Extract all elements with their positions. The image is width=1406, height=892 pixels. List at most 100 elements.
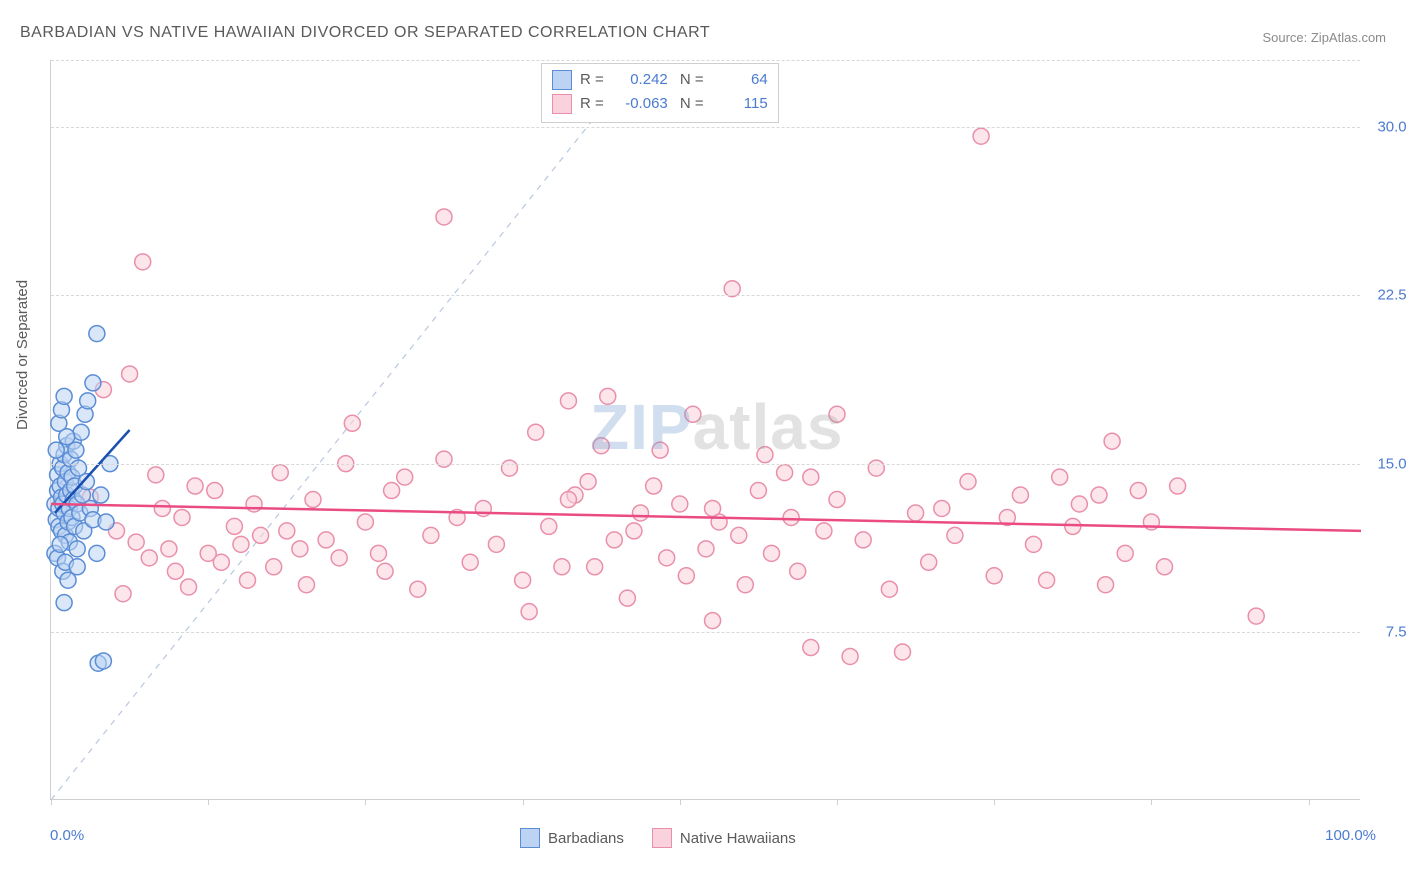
data-point bbox=[541, 518, 557, 534]
legend-label: Barbadians bbox=[548, 830, 624, 847]
data-point bbox=[48, 442, 64, 458]
y-tick-label: 30.0% bbox=[1365, 119, 1406, 136]
data-point bbox=[947, 527, 963, 543]
data-point bbox=[69, 541, 85, 557]
data-point bbox=[652, 442, 668, 458]
data-point bbox=[128, 534, 144, 550]
data-point bbox=[764, 545, 780, 561]
data-point bbox=[377, 563, 393, 579]
data-point bbox=[187, 478, 203, 494]
data-point bbox=[737, 577, 753, 593]
legend-swatch bbox=[552, 94, 572, 114]
data-point bbox=[384, 483, 400, 499]
data-point bbox=[240, 572, 256, 588]
data-point bbox=[685, 406, 701, 422]
data-point bbox=[161, 541, 177, 557]
data-point bbox=[56, 388, 72, 404]
data-point bbox=[731, 527, 747, 543]
data-point bbox=[502, 460, 518, 476]
data-point bbox=[803, 469, 819, 485]
legend-swatch bbox=[552, 70, 572, 90]
data-point bbox=[1098, 577, 1114, 593]
x-tick bbox=[837, 799, 838, 805]
x-axis-min-label: 0.0% bbox=[50, 827, 84, 844]
data-point bbox=[52, 536, 68, 552]
gridline bbox=[51, 632, 1360, 633]
plot-area: R =0.242 N =64R =-0.063 N =115 7.5%15.0%… bbox=[50, 60, 1360, 800]
data-point bbox=[148, 467, 164, 483]
data-point bbox=[1170, 478, 1186, 494]
data-point bbox=[436, 451, 452, 467]
data-point bbox=[600, 388, 616, 404]
data-point bbox=[298, 577, 314, 593]
data-point bbox=[960, 474, 976, 490]
data-point bbox=[881, 581, 897, 597]
data-point bbox=[619, 590, 635, 606]
data-point bbox=[1248, 608, 1264, 624]
data-point bbox=[279, 523, 295, 539]
data-point bbox=[357, 514, 373, 530]
x-tick bbox=[1309, 799, 1310, 805]
legend-swatch bbox=[652, 828, 672, 848]
legend-label: Native Hawaiians bbox=[680, 830, 796, 847]
data-point bbox=[95, 653, 111, 669]
data-point bbox=[777, 465, 793, 481]
legend-item: Native Hawaiians bbox=[652, 828, 796, 848]
gridline bbox=[51, 60, 1360, 61]
data-point bbox=[371, 545, 387, 561]
data-point bbox=[344, 415, 360, 431]
data-point bbox=[98, 514, 114, 530]
data-point bbox=[397, 469, 413, 485]
data-point bbox=[93, 487, 109, 503]
data-point bbox=[750, 483, 766, 499]
data-point bbox=[868, 460, 884, 476]
data-point bbox=[423, 527, 439, 543]
data-point bbox=[462, 554, 478, 570]
data-point bbox=[895, 644, 911, 660]
data-point bbox=[85, 375, 101, 391]
source-label: Source: ZipAtlas.com bbox=[1262, 30, 1386, 45]
x-tick bbox=[51, 799, 52, 805]
data-point bbox=[554, 559, 570, 575]
data-point bbox=[678, 568, 694, 584]
legend-item: Barbadians bbox=[520, 828, 624, 848]
data-point bbox=[213, 554, 229, 570]
data-point bbox=[560, 492, 576, 508]
data-point bbox=[174, 509, 190, 525]
stat-r-label: R = bbox=[580, 92, 604, 116]
data-point bbox=[790, 563, 806, 579]
data-point bbox=[593, 438, 609, 454]
gridline bbox=[51, 295, 1360, 296]
data-point bbox=[1104, 433, 1120, 449]
data-point bbox=[1052, 469, 1068, 485]
data-point bbox=[181, 579, 197, 595]
gridline bbox=[51, 127, 1360, 128]
data-point bbox=[89, 326, 105, 342]
data-point bbox=[80, 393, 96, 409]
data-point bbox=[246, 496, 262, 512]
data-point bbox=[78, 474, 94, 490]
data-point bbox=[724, 281, 740, 297]
data-point bbox=[1065, 518, 1081, 534]
data-point bbox=[56, 595, 72, 611]
legend-swatch bbox=[520, 828, 540, 848]
scatter-svg bbox=[51, 60, 1360, 799]
stats-box: R =0.242 N =64R =-0.063 N =115 bbox=[541, 63, 779, 123]
stat-n-label: N = bbox=[676, 68, 704, 92]
y-tick-label: 7.5% bbox=[1365, 623, 1406, 640]
data-point bbox=[154, 500, 170, 516]
data-point bbox=[816, 523, 832, 539]
data-point bbox=[89, 545, 105, 561]
y-tick-label: 22.5% bbox=[1365, 287, 1406, 304]
data-point bbox=[272, 465, 288, 481]
data-point bbox=[305, 492, 321, 508]
stat-r-label: R = bbox=[580, 68, 604, 92]
stat-n-value: 64 bbox=[712, 68, 768, 92]
data-point bbox=[292, 541, 308, 557]
stat-r-value: -0.063 bbox=[612, 92, 668, 116]
data-point bbox=[73, 424, 89, 440]
stats-row: R =-0.063 N =115 bbox=[552, 92, 768, 116]
data-point bbox=[436, 209, 452, 225]
data-point bbox=[783, 509, 799, 525]
stat-r-value: 0.242 bbox=[612, 68, 668, 92]
